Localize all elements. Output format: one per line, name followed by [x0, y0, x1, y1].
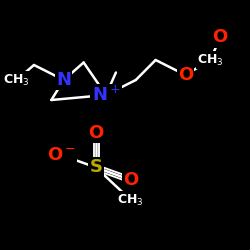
Text: O: O: [88, 124, 104, 142]
Text: O: O: [178, 66, 193, 84]
Text: O$^-$: O$^-$: [47, 146, 76, 164]
Text: CH$_3$: CH$_3$: [197, 52, 224, 68]
Text: S: S: [90, 158, 102, 176]
Text: N: N: [56, 71, 71, 89]
Text: CH$_3$: CH$_3$: [3, 72, 30, 88]
Text: O: O: [123, 171, 138, 189]
Text: CH$_3$: CH$_3$: [118, 192, 144, 208]
Text: N$^+$: N$^+$: [92, 85, 120, 105]
Text: O: O: [212, 28, 228, 46]
